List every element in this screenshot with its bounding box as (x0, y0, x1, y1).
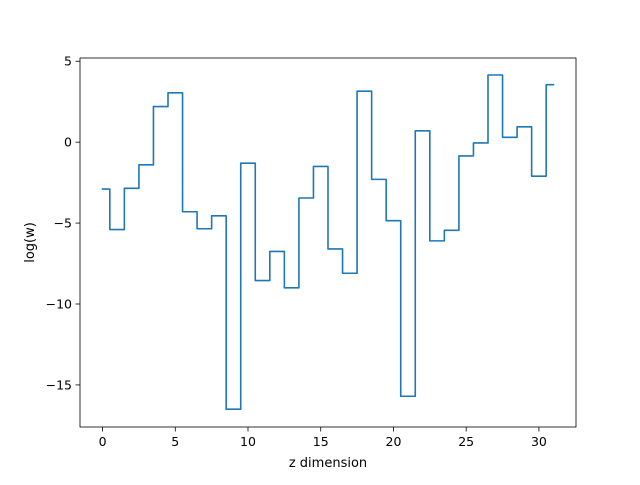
y-tick-label: −10 (46, 297, 72, 312)
x-axis-ticks: 0 5 10 15 20 25 30 (99, 427, 547, 449)
x-axis-label: z dimension (289, 456, 367, 471)
axes-frame (79, 57, 577, 428)
y-tick-label: −5 (54, 216, 72, 231)
y-tick-label: 5 (64, 54, 72, 69)
x-tick-label: 25 (458, 434, 474, 449)
x-tick-label: 15 (313, 434, 329, 449)
x-tick-label: 30 (531, 434, 547, 449)
x-tick-label: 0 (99, 434, 107, 449)
x-tick-label: 20 (386, 434, 402, 449)
plot-area (101, 74, 555, 410)
y-tick-label: −15 (46, 377, 72, 392)
y-axis-label: log(w) (23, 222, 38, 263)
x-tick-label: 10 (240, 434, 256, 449)
y-tick-label: 0 (64, 135, 72, 150)
y-axis-ticks: 5 0 −5 −10 −15 (46, 54, 80, 392)
axes (79, 57, 577, 428)
series-line-0 (101, 74, 555, 410)
x-tick-label: 5 (171, 434, 179, 449)
